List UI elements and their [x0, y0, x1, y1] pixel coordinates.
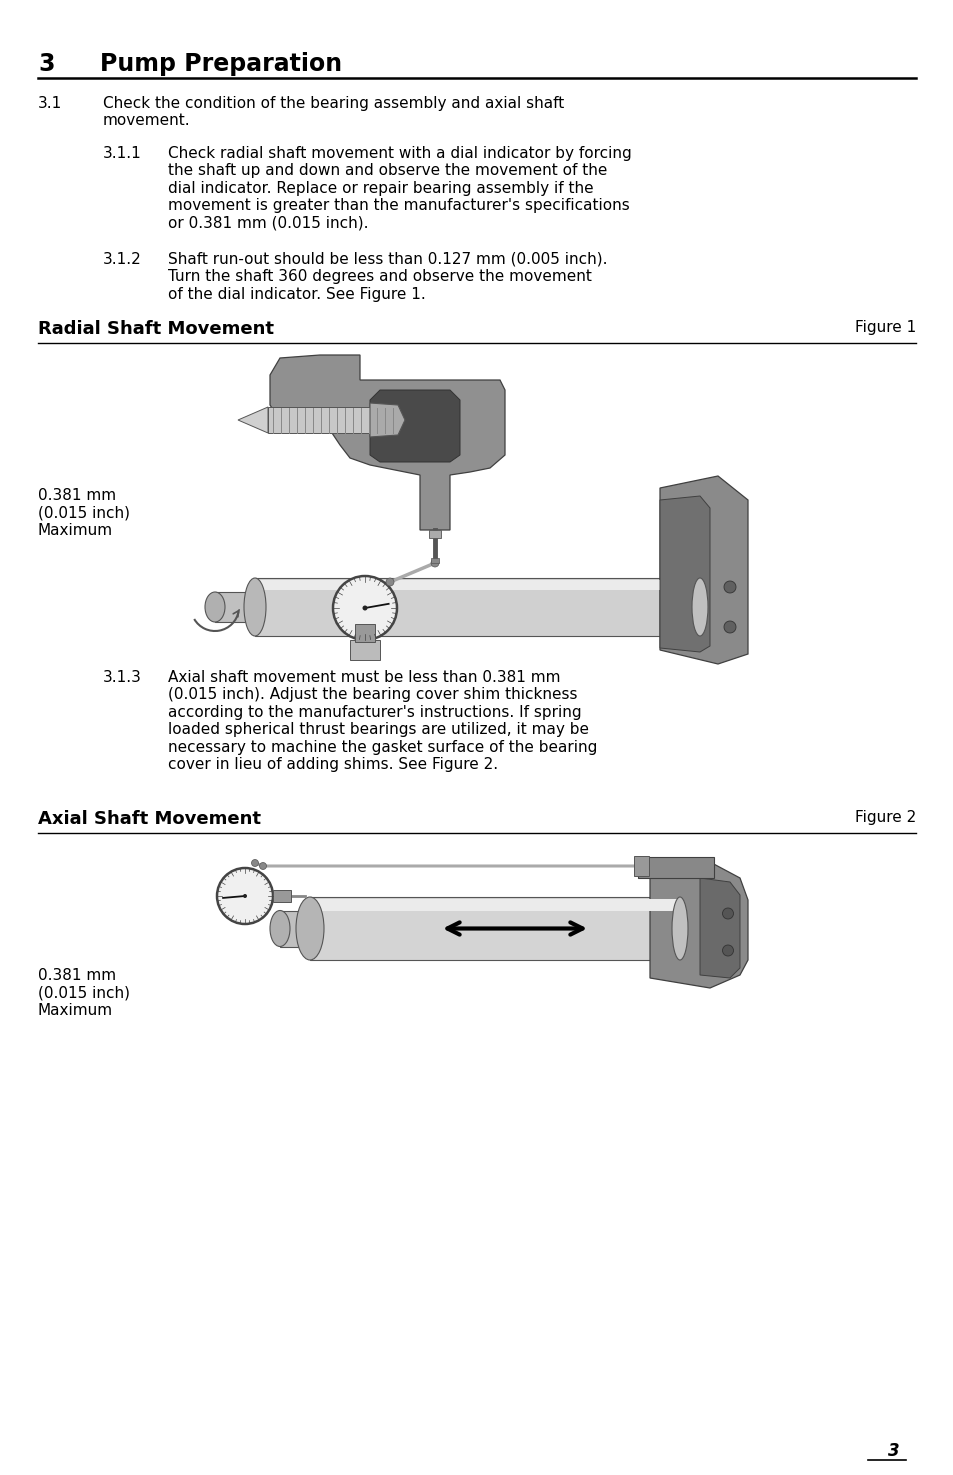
Bar: [214, 591, 254, 622]
Polygon shape: [254, 580, 700, 590]
Bar: [350, 640, 379, 659]
Polygon shape: [659, 496, 709, 652]
Ellipse shape: [671, 897, 687, 960]
Polygon shape: [270, 355, 504, 530]
Bar: [634, 855, 648, 876]
Circle shape: [431, 559, 438, 566]
Polygon shape: [310, 898, 679, 912]
Text: Check radial shaft movement with a dial indicator by forcing
the shaft up and do: Check radial shaft movement with a dial …: [168, 146, 631, 230]
Polygon shape: [370, 403, 405, 437]
Ellipse shape: [244, 578, 266, 636]
Circle shape: [362, 606, 367, 611]
Text: Figure 2: Figure 2: [854, 810, 915, 825]
Text: 3: 3: [887, 1443, 899, 1460]
Text: Shaft run-out should be less than 0.127 mm (0.005 inch).
Turn the shaft 360 degr: Shaft run-out should be less than 0.127 …: [168, 252, 607, 302]
Polygon shape: [310, 897, 679, 960]
Circle shape: [386, 578, 394, 586]
Circle shape: [721, 909, 733, 919]
Text: 0.381 mm
(0.015 inch)
Maximum: 0.381 mm (0.015 inch) Maximum: [38, 488, 130, 538]
Ellipse shape: [205, 591, 225, 622]
Polygon shape: [659, 476, 747, 664]
Text: 3.1: 3.1: [38, 96, 62, 111]
Text: 3.1.1: 3.1.1: [103, 146, 142, 161]
Bar: [268, 407, 370, 434]
Circle shape: [216, 867, 273, 923]
Bar: [280, 910, 310, 947]
Bar: [355, 624, 375, 642]
Text: Check the condition of the bearing assembly and axial shaft
movement.: Check the condition of the bearing assem…: [103, 96, 563, 128]
Circle shape: [252, 860, 258, 866]
Circle shape: [721, 945, 733, 956]
Text: 3.1.3: 3.1.3: [103, 670, 142, 684]
Bar: [273, 889, 291, 903]
Polygon shape: [649, 858, 747, 988]
Polygon shape: [237, 407, 268, 434]
Text: Figure 1: Figure 1: [854, 320, 915, 335]
Circle shape: [259, 863, 266, 869]
Polygon shape: [638, 857, 713, 878]
Bar: [431, 558, 438, 563]
Ellipse shape: [295, 897, 324, 960]
Text: Axial shaft movement must be less than 0.381 mm
(0.015 inch). Adjust the bearing: Axial shaft movement must be less than 0…: [168, 670, 597, 771]
Text: 3: 3: [38, 52, 54, 77]
Text: 3.1.2: 3.1.2: [103, 252, 142, 267]
Ellipse shape: [270, 910, 290, 947]
Text: Axial Shaft Movement: Axial Shaft Movement: [38, 810, 261, 827]
Circle shape: [723, 621, 735, 633]
Polygon shape: [370, 389, 459, 462]
Circle shape: [243, 894, 247, 898]
Text: 0.381 mm
(0.015 inch)
Maximum: 0.381 mm (0.015 inch) Maximum: [38, 968, 130, 1018]
Text: Radial Shaft Movement: Radial Shaft Movement: [38, 320, 274, 338]
Text: Pump Preparation: Pump Preparation: [100, 52, 342, 77]
Polygon shape: [254, 578, 700, 636]
Circle shape: [333, 577, 396, 640]
Bar: [429, 530, 440, 538]
Ellipse shape: [691, 578, 707, 636]
Circle shape: [723, 581, 735, 593]
Polygon shape: [700, 878, 740, 978]
